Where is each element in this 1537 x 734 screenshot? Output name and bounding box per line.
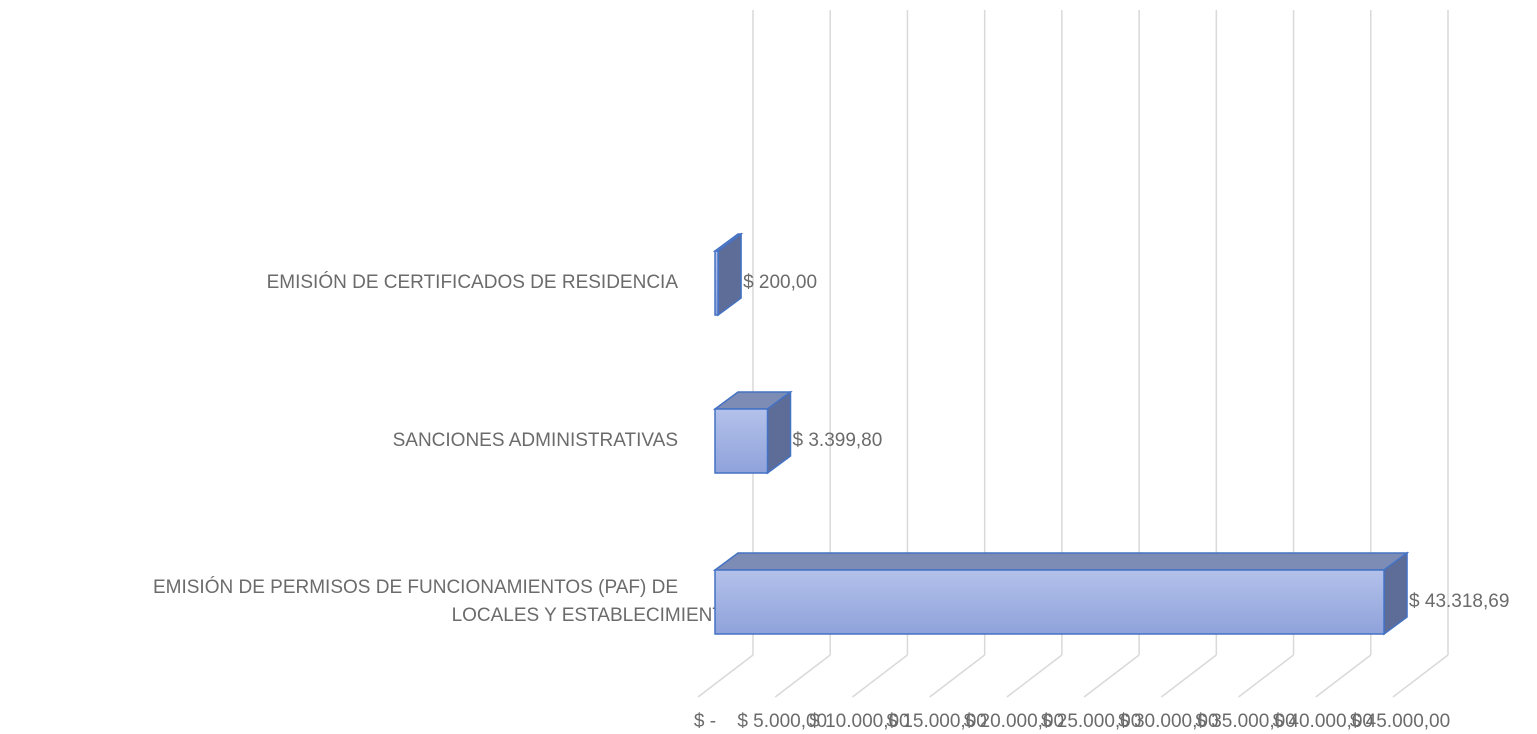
x-tick-label: $ 15.000,00 — [886, 711, 986, 732]
bar-top — [712, 552, 1410, 571]
floor-line — [697, 654, 754, 698]
x-tick-label: $ 35.000,00 — [1195, 711, 1295, 732]
category-label-line: EMISIÓN DE PERMISOS DE FUNCIONAMIENTOS (… — [153, 576, 678, 598]
x-tick-label: $ 40.000,00 — [1273, 711, 1373, 732]
bar-front — [714, 408, 769, 474]
bar — [712, 232, 744, 317]
bar-front — [714, 250, 719, 316]
x-tick-label: $ 30.000,00 — [1118, 711, 1218, 732]
bar — [712, 551, 1410, 636]
bar — [712, 390, 793, 475]
category-label: SANCIONES ADMINISTRATIVAS — [393, 430, 678, 451]
floor-line — [1315, 654, 1372, 698]
x-tick-label: $ 10.000,00 — [809, 711, 909, 732]
floor-line — [1238, 654, 1295, 698]
x-tick-label: $ 45.000,00 — [1350, 711, 1450, 732]
category-label-line: LOCALES Y ESTABLECIMIENTO — [452, 605, 739, 626]
x-tick-label: $ 25.000,00 — [1041, 711, 1141, 732]
floor-line — [1392, 654, 1449, 698]
bar-front — [714, 569, 1385, 635]
value-label: $ 3.399,80 — [793, 430, 883, 451]
floor-line — [1083, 654, 1140, 698]
x-tick-label: $ - — [694, 711, 716, 732]
floor-line — [1006, 654, 1063, 698]
category-label: EMISIÓN DE PERMISOS DE FUNCIONAMIENTOS (… — [153, 576, 738, 626]
floor-line — [774, 654, 831, 698]
floor-line — [851, 654, 908, 698]
x-tick-label: $ 5.000,00 — [737, 711, 827, 732]
category-label: EMISIÓN DE CERTIFICADOS DE RESIDENCIA — [267, 271, 679, 293]
floor-line — [929, 654, 986, 698]
value-label: $ 200,00 — [743, 272, 817, 293]
floor-line — [1160, 654, 1217, 698]
value-label: $ 43.318,69 — [1409, 591, 1509, 612]
x-tick-label: $ 20.000,00 — [964, 711, 1064, 732]
